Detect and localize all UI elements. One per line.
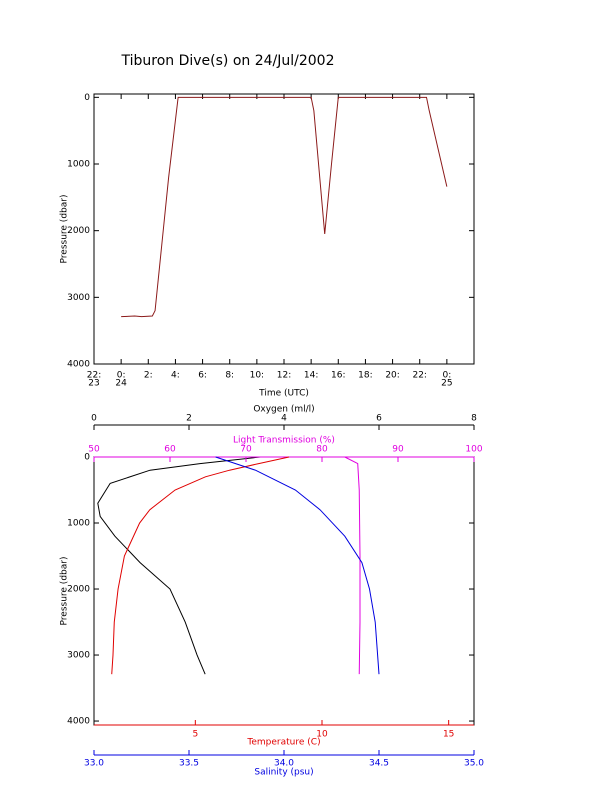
y-tick-label: 4000 — [67, 360, 90, 370]
x-axis-title: Salinity (psu) — [254, 768, 313, 778]
x-tick-label: 70 — [240, 445, 252, 455]
x-tick-label: 2: — [144, 371, 153, 381]
x-tick-label: 5 — [192, 730, 198, 740]
x-axis-title: Light Transmission (%) — [233, 436, 335, 446]
y-tick-label: 0 — [84, 453, 90, 463]
x-tick-label: 4 — [281, 414, 287, 424]
y-tick-label: 0 — [84, 93, 90, 103]
x-tick-date: 24 — [115, 379, 127, 389]
x-tick-label: 90 — [392, 445, 404, 455]
y-tick-label: 3000 — [67, 293, 90, 303]
y-tick-label: 2000 — [67, 585, 90, 595]
x-tick-label: 50 — [88, 445, 100, 455]
y-tick-label: 3000 — [67, 651, 90, 661]
y-axis-title: Pressure (dbar) — [60, 195, 70, 264]
x-axis-title: Time (UTC) — [258, 389, 309, 399]
data-line — [215, 456, 380, 675]
y-tick-label: 1000 — [67, 519, 90, 529]
x-tick-label: 0: — [117, 371, 126, 381]
x-tick-label: 33.5 — [179, 759, 199, 769]
x-tick-label: 33.0 — [84, 759, 104, 769]
x-tick-label: 60 — [164, 445, 176, 455]
data-line — [97, 456, 261, 675]
data-line — [121, 96, 448, 318]
y-axis-title: Pressure (dbar) — [60, 557, 70, 626]
x-tick-label: 22: — [412, 371, 426, 381]
x-tick-label: 18: — [358, 371, 372, 381]
x-tick-label: 20: — [385, 371, 399, 381]
x-tick-label: 6: — [198, 371, 207, 381]
data-line — [344, 456, 361, 675]
x-tick-label: 10: — [250, 371, 264, 381]
x-tick-label: 34.5 — [369, 759, 389, 769]
x-tick-date: 23 — [88, 379, 99, 389]
plot-frame — [93, 93, 475, 365]
x-axis-title: Oxygen (ml/l) — [253, 405, 314, 415]
x-tick-label: 14: — [304, 371, 318, 381]
x-tick-label: 80 — [316, 445, 328, 455]
x-tick-label: 4: — [171, 371, 180, 381]
x-tick-label: 8 — [471, 414, 477, 424]
x-tick-label: 34.0 — [274, 759, 294, 769]
y-tick-label: 4000 — [67, 717, 90, 727]
x-axis-title: Temperature (C) — [246, 738, 320, 748]
y-tick-label: 1000 — [67, 160, 90, 170]
data-line — [111, 456, 290, 675]
x-tick-label: 35.0 — [464, 759, 484, 769]
x-tick-label: 100 — [465, 445, 482, 455]
x-tick-label: 0 — [91, 414, 97, 424]
x-tick-date: 25 — [441, 379, 452, 389]
y-tick-label: 2000 — [67, 226, 90, 236]
x-tick-label: 2 — [186, 414, 192, 424]
x-tick-label: 16: — [331, 371, 345, 381]
plot-frame — [93, 456, 475, 726]
x-tick-label: 15 — [443, 730, 454, 740]
x-tick-label: 6 — [376, 414, 382, 424]
x-tick-label: 0: — [442, 371, 451, 381]
x-tick-label: 10 — [316, 730, 328, 740]
x-tick-label: 8: — [225, 371, 234, 381]
chart-title: Tiburon Dive(s) on 24/Jul/2002 — [120, 53, 334, 69]
x-tick-label: 22: — [87, 371, 101, 381]
x-tick-label: 12: — [277, 371, 291, 381]
